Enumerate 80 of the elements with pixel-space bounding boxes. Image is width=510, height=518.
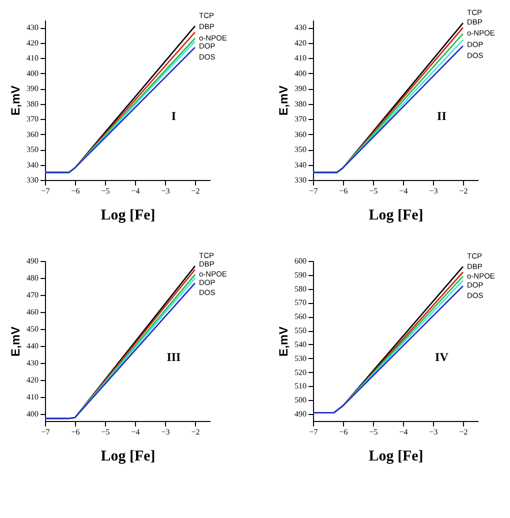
x-tick-label: −3 — [161, 428, 170, 436]
y-tick-label: 400 — [294, 68, 306, 78]
x-tick-label: −5 — [369, 186, 378, 196]
x-tick-label: −5 — [369, 428, 378, 436]
x-tick-label: −6 — [339, 186, 348, 196]
y-tick-label: 580 — [294, 284, 306, 294]
y-axis-title: E,mV — [8, 85, 22, 116]
x-tick-label: −6 — [71, 428, 80, 436]
x-tick-label: −2 — [459, 186, 468, 196]
y-tick-label: 440 — [26, 342, 38, 351]
y-tick-label: 450 — [26, 324, 38, 334]
y-tick-label: 400 — [26, 410, 38, 419]
y-tick-label: 330 — [26, 176, 38, 184]
y-tick-label: 400 — [26, 68, 38, 78]
y-tick-label: 590 — [294, 270, 306, 280]
y-tick-label: 390 — [26, 84, 38, 94]
annotation: II — [437, 109, 447, 123]
y-tick-label: 370 — [26, 114, 38, 124]
x-tick-label: −7 — [41, 428, 50, 436]
x-axis-title: Log [Fe] — [100, 448, 156, 464]
y-tick-label: 430 — [26, 23, 38, 32]
annotation: I — [171, 109, 176, 123]
x-tick-label: −4 — [399, 186, 408, 196]
y-tick-label: 550 — [294, 326, 306, 336]
y-tick-label: 340 — [26, 160, 38, 170]
y-tick-label: 600 — [294, 256, 306, 266]
x-axis-title: Log [Fe] — [100, 208, 156, 224]
x-tick-label: −4 — [131, 428, 140, 436]
x-tick-label: −2 — [191, 186, 200, 196]
x-tick-label: −5 — [101, 186, 110, 196]
y-tick-label: 570 — [294, 298, 306, 308]
x-tick-label: −6 — [71, 186, 80, 196]
y-tick-label: 560 — [294, 312, 306, 322]
y-tick-label: 340 — [294, 160, 306, 170]
y-tick-label: 370 — [294, 114, 306, 124]
y-tick-label: 420 — [26, 376, 38, 385]
annotation: III — [166, 350, 182, 364]
y-axis-title: E,mV — [276, 85, 290, 116]
y-tick-label: 420 — [294, 38, 306, 48]
x-tick-label: −3 — [429, 186, 438, 196]
x-tick-label: −3 — [429, 428, 438, 436]
y-tick-label: 540 — [294, 340, 306, 349]
x-tick-label: −4 — [399, 428, 408, 436]
y-tick-label: 410 — [294, 54, 306, 63]
y-tick-label: 520 — [294, 368, 306, 377]
x-tick-label: −7 — [309, 428, 318, 436]
y-tick-label: 330 — [294, 176, 306, 184]
y-tick-label: 350 — [294, 145, 306, 154]
y-tick-label: 360 — [26, 130, 38, 139]
y-tick-label: 410 — [26, 54, 38, 63]
x-tick-label: −2 — [459, 428, 468, 436]
y-tick-label: 360 — [294, 130, 306, 139]
y-tick-label: 490 — [294, 410, 306, 419]
annotation: IV — [435, 350, 449, 364]
y-tick-label: 380 — [26, 99, 38, 108]
x-tick-label: −5 — [101, 428, 110, 436]
x-tick-label: −7 — [309, 186, 318, 196]
y-tick-label: 500 — [294, 396, 306, 405]
y-tick-label: 430 — [294, 23, 306, 32]
x-axis-title: Log [Fe] — [368, 208, 424, 224]
y-axis-title: E,mV — [8, 326, 22, 357]
y-tick-label: 420 — [26, 38, 38, 48]
y-tick-label: 380 — [294, 99, 306, 108]
x-tick-label: −3 — [161, 186, 170, 196]
y-tick-label: 490 — [26, 256, 38, 266]
y-tick-label: 410 — [26, 392, 38, 402]
x-tick-label: −6 — [339, 428, 348, 436]
y-tick-label: 480 — [26, 274, 38, 283]
y-axis-title: E,mV — [276, 326, 290, 357]
x-tick-label: −4 — [131, 186, 140, 196]
x-axis-title: Log [Fe] — [368, 448, 424, 464]
y-tick-label: 460 — [26, 308, 38, 317]
y-tick-label: 510 — [294, 382, 306, 391]
x-tick-label: −2 — [191, 428, 200, 436]
y-tick-label: 470 — [26, 290, 38, 300]
x-tick-label: −7 — [41, 186, 50, 196]
y-tick-label: 350 — [26, 145, 38, 154]
y-tick-label: 430 — [26, 358, 38, 368]
y-tick-label: 530 — [294, 354, 306, 363]
y-tick-label: 390 — [294, 84, 306, 94]
